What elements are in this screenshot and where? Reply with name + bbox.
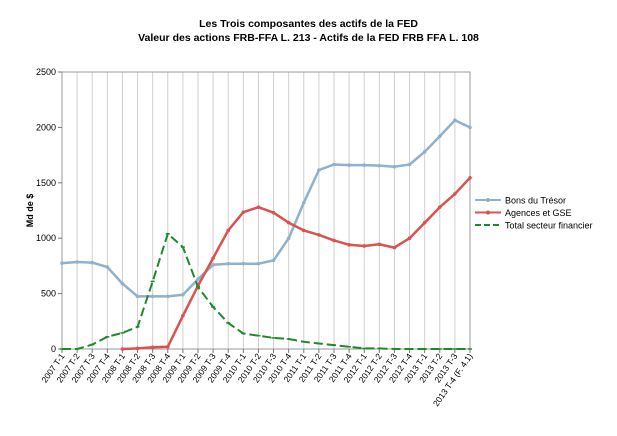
data-point: [437, 134, 442, 139]
data-point: [286, 236, 291, 240]
data-point: [301, 228, 306, 233]
data-point: [165, 344, 170, 349]
legend-label: Bons du Trésor: [505, 196, 566, 206]
legend-marker: [486, 210, 490, 215]
series-3: [60, 232, 472, 350]
data-point: [422, 220, 427, 225]
data-point: [256, 205, 261, 209]
data-point: [468, 176, 472, 180]
data-point: [392, 164, 397, 169]
data-point: [347, 163, 351, 167]
data-point: [211, 256, 215, 260]
y-tick-label: 1500: [36, 178, 56, 188]
data-point: [181, 292, 185, 297]
chart-title: Les Trois composantes des actifs de la F…: [199, 18, 418, 30]
data-point: [241, 210, 246, 214]
data-point: [135, 294, 140, 299]
data-point: [332, 238, 336, 243]
data-point: [150, 345, 155, 350]
series-line: [122, 176, 471, 351]
legend: Bons du Trésor Agences et GSE Total secteu…: [475, 196, 593, 231]
data-point: [271, 258, 276, 263]
data-point: [226, 228, 231, 233]
data-point: [377, 163, 382, 168]
legend-label: Total secteur financier: [505, 221, 593, 231]
data-point: [362, 163, 367, 167]
data-point: [347, 243, 351, 247]
data-point: [392, 245, 397, 250]
data-point: [120, 347, 125, 351]
data-point: [468, 125, 472, 130]
data-point: [135, 346, 140, 351]
data-point: [437, 205, 442, 209]
data-point: [256, 261, 261, 266]
legend-label: Agences et GSE: [505, 208, 572, 218]
data-point: [150, 294, 155, 299]
y-tick-label: 2500: [36, 67, 56, 77]
data-point: [377, 242, 382, 247]
legend-marker: [486, 198, 490, 202]
data-point: [181, 313, 185, 318]
series-line: [62, 232, 470, 350]
y-tick-label: 2000: [36, 122, 56, 132]
data-point: [211, 262, 215, 267]
data-point: [90, 260, 95, 265]
y-tick-label: 0: [51, 344, 56, 354]
data-point: [105, 265, 110, 269]
data-point: [453, 118, 457, 122]
y-axis-label: Md de $: [25, 194, 35, 228]
data-point: [332, 162, 336, 167]
data-point: [75, 260, 79, 264]
data-point: [407, 162, 412, 167]
data-point: [422, 149, 427, 154]
series-line: [61, 118, 471, 298]
data-point: [407, 236, 412, 240]
series-2: [120, 176, 472, 351]
data-point: [301, 200, 306, 205]
y-tick-label: 500: [41, 289, 56, 299]
data-point: [241, 261, 246, 266]
chart-subtitle: Valeur des actions FRB-FFA L. 213 - Acti…: [138, 32, 479, 44]
data-point: [120, 281, 125, 286]
data-point: [226, 261, 231, 266]
data-point: [165, 294, 170, 299]
data-point: [60, 261, 64, 265]
plot-frame: [61, 71, 471, 350]
data-point: [271, 210, 276, 215]
data-point: [196, 277, 200, 281]
data-point: [317, 168, 321, 172]
data-point: [286, 220, 291, 225]
y-tick-label: 1000: [36, 233, 56, 243]
data-point: [453, 192, 457, 196]
series-1: [60, 118, 472, 299]
data-point: [317, 233, 321, 237]
data-point: [362, 244, 367, 248]
